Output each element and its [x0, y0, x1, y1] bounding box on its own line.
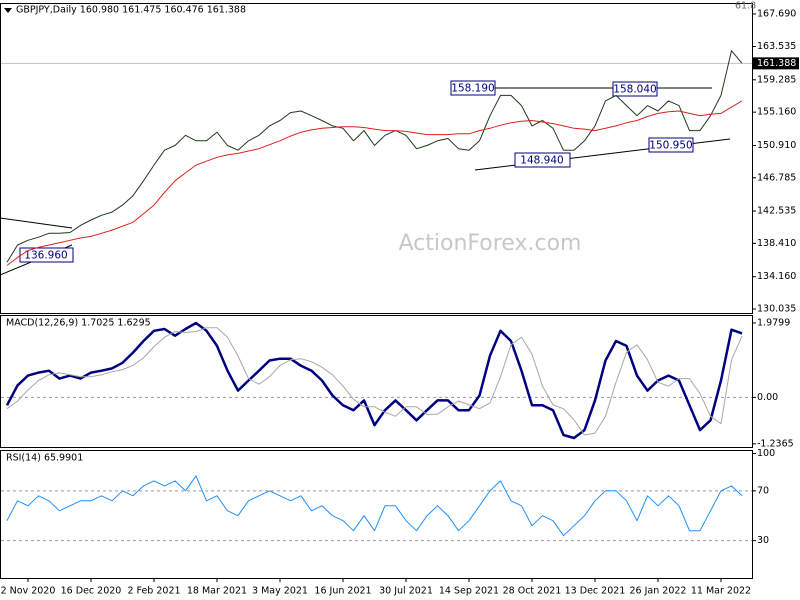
macd-frame: [0, 315, 753, 448]
y-tick-label: 134.160: [757, 271, 796, 282]
price-frame: [0, 3, 753, 314]
series-line: [6, 327, 743, 436]
y-tick-label: 146.785: [757, 172, 796, 183]
chart-title: GBPJPY,Daily 160.980 161.475 160.476 161…: [16, 5, 246, 16]
annotation-box: [514, 152, 571, 168]
annotation-box: [612, 81, 658, 97]
annotation-box: [19, 247, 74, 263]
x-tick-label: 26 Jan 2022: [630, 586, 687, 597]
annotation: 158.040: [613, 84, 656, 96]
y-tick-label: 130.035: [757, 304, 796, 315]
x-tick-label: 18 Mar 2021: [187, 586, 247, 597]
annotations: 158.190 158.040 148.940 150.950 136.960 …: [19, 1, 756, 263]
x-tick-label: 16 Jun 2021: [314, 586, 371, 597]
x-tick-label: 14 Sep 2021: [439, 586, 499, 597]
x-tick-label: 13 Dec 2021: [565, 586, 626, 597]
x-tick-label: 2 Nov 2020: [1, 586, 56, 597]
series-line: [5, 321, 743, 440]
annotation: 136.960: [24, 250, 67, 262]
y-tick-label: 163.535: [757, 41, 796, 52]
x-tick-label: 2 Feb 2021: [127, 586, 180, 597]
x-tick-label: 11 Mar 2022: [691, 586, 751, 597]
x-tick-label: 30 Jul 2021: [379, 586, 433, 597]
annotation: 150.950: [649, 140, 692, 152]
y-tick-label: 159.285: [757, 74, 796, 85]
x-tick-label: 3 May 2021: [252, 586, 308, 597]
y-tick-label: 155.160: [757, 107, 796, 118]
y-tick-label: 0.00: [757, 392, 778, 403]
fib-label: 61.8: [735, 1, 756, 12]
y-tick-label: 30: [757, 535, 769, 546]
annotation: 148.940: [520, 155, 563, 167]
menu-arrow: [4, 8, 12, 13]
current-price-box: [753, 57, 799, 70]
rsi-title: RSI(14) 65.9901: [6, 453, 83, 464]
current-price-label: 161.388: [757, 58, 796, 69]
y-tick-label: 142.535: [757, 206, 796, 217]
x-tick-label: 16 Dec 2020: [61, 586, 122, 597]
y-tick-label: -1.2365: [757, 438, 794, 449]
trend-lines: [0, 87, 731, 276]
y-tick-label: 1.9799: [757, 317, 790, 328]
y-tick-label: 167.690: [757, 8, 796, 19]
series-line: [6, 100, 743, 266]
series-line: [6, 50, 743, 263]
x-tick-label: 28 Oct 2021: [503, 586, 562, 597]
y-tick-label: 150.910: [757, 140, 796, 151]
series-line: [6, 475, 743, 537]
annotation-box: [450, 80, 496, 96]
macd-title: MACD(12,26,9) 1.7025 1.6295: [6, 318, 151, 329]
y-tick-label: 138.410: [757, 238, 796, 249]
trend-line: [0, 217, 73, 229]
watermark: ActionForex.com: [399, 231, 582, 256]
rsi-frame: [0, 450, 753, 579]
y-tick-label: 100: [757, 448, 775, 459]
annotation: 158.190: [451, 83, 494, 95]
y-tick-label: 70: [757, 485, 769, 496]
annotation-box: [648, 137, 694, 153]
